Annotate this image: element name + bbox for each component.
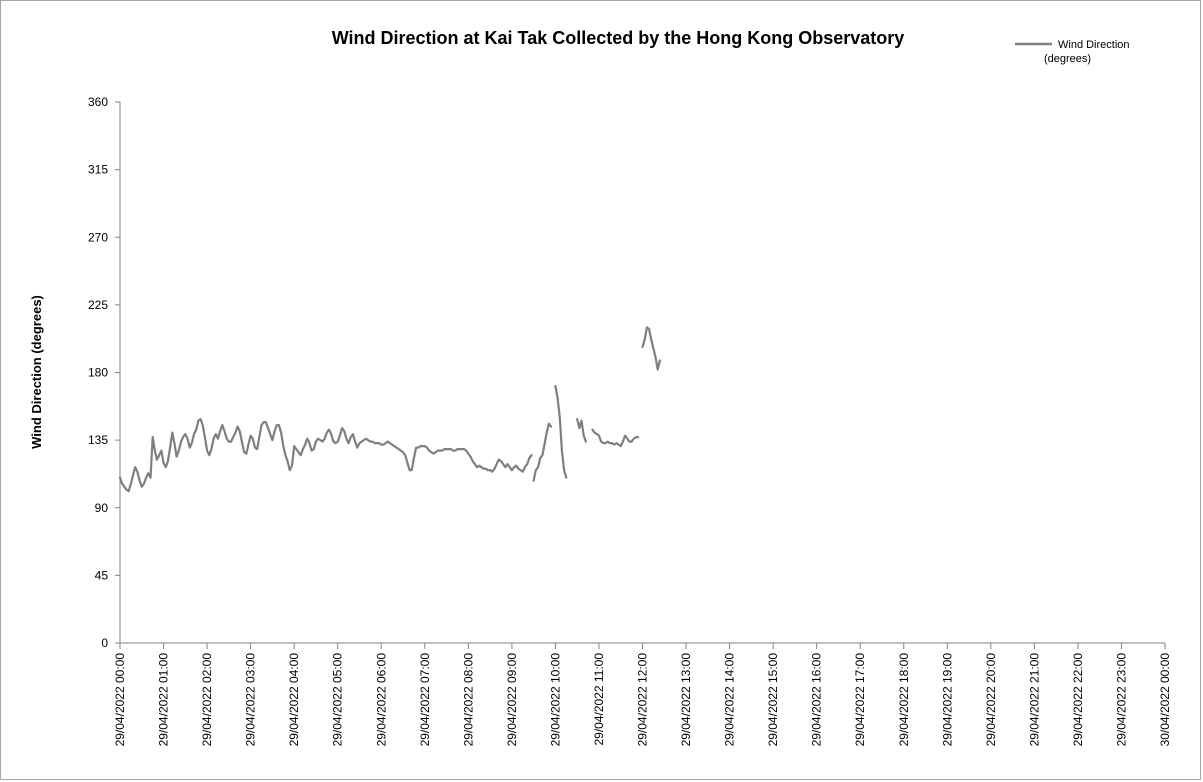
series-line-segment	[641, 326, 662, 371]
series-line-segment	[591, 428, 640, 448]
x-tick-label: 29/04/2022 05:00	[331, 653, 345, 747]
x-tick-label: 29/04/2022 08:00	[461, 653, 475, 747]
legend: Wind Direction (degrees)	[1015, 39, 1130, 65]
x-tick-label: 29/04/2022 23:00	[1114, 653, 1128, 747]
x-tick-label: 29/04/2022 15:00	[766, 653, 780, 747]
x-tick-label: 30/04/2022 00:00	[1158, 653, 1172, 747]
x-tick-label: 29/04/2022 01:00	[157, 653, 171, 747]
series-group	[118, 326, 662, 493]
x-tick-label: 29/04/2022 03:00	[244, 653, 258, 747]
x-tick-label: 29/04/2022 10:00	[548, 653, 562, 747]
x-tick-label: 29/04/2022 19:00	[940, 653, 954, 747]
y-tick-label: 45	[95, 568, 109, 582]
x-tick-label: 29/04/2022 18:00	[897, 653, 911, 747]
x-tick-label: 29/04/2022 16:00	[810, 653, 824, 747]
x-tick-label: 29/04/2022 07:00	[418, 653, 432, 747]
x-tick-label: 29/04/2022 04:00	[287, 653, 301, 747]
series-line-segment	[532, 422, 553, 482]
x-tick-label: 29/04/2022 22:00	[1071, 653, 1085, 747]
chart-title: Wind Direction at Kai Tak Collected by t…	[332, 28, 905, 48]
y-tick-label: 270	[88, 230, 108, 244]
x-tick-label: 29/04/2022 02:00	[200, 653, 214, 747]
series-line-segment	[554, 384, 568, 479]
x-tick-label: 29/04/2022 20:00	[984, 653, 998, 747]
y-axis: 0 45 90 135 180 225 270 315 360	[88, 95, 121, 650]
x-tick-label: 29/04/2022 13:00	[679, 653, 693, 747]
x-tick-label: 29/04/2022 06:00	[374, 653, 388, 747]
y-tick-label: 225	[88, 298, 108, 312]
y-tick-label: 90	[95, 501, 109, 515]
x-tick-label: 29/04/2022 14:00	[723, 653, 737, 747]
series-line-segment	[118, 418, 533, 493]
y-tick-label: 315	[88, 163, 108, 177]
x-tick-label: 29/04/2022 09:00	[505, 653, 519, 747]
y-tick-label: 135	[88, 433, 108, 447]
y-tick-label: 0	[101, 636, 108, 650]
y-tick-label: 180	[88, 366, 108, 380]
x-tick-label: 29/04/2022 17:00	[853, 653, 867, 747]
series-line-segment	[576, 418, 588, 443]
x-tick-label: 29/04/2022 21:00	[1027, 653, 1041, 747]
x-tick-label: 29/04/2022 00:00	[113, 653, 127, 747]
legend-label-line-2: (degrees)	[1044, 53, 1091, 65]
x-tick-label: 29/04/2022 11:00	[592, 653, 606, 746]
y-tick-label: 360	[88, 95, 108, 109]
legend-label-line-1: Wind Direction	[1058, 39, 1130, 51]
x-axis: 29/04/2022 00:00 29/04/2022 01:00 29/04/20…	[113, 642, 1172, 747]
y-axis-label: Wind Direction (degrees)	[29, 295, 44, 449]
x-tick-label: 29/04/2022 12:00	[636, 653, 650, 747]
